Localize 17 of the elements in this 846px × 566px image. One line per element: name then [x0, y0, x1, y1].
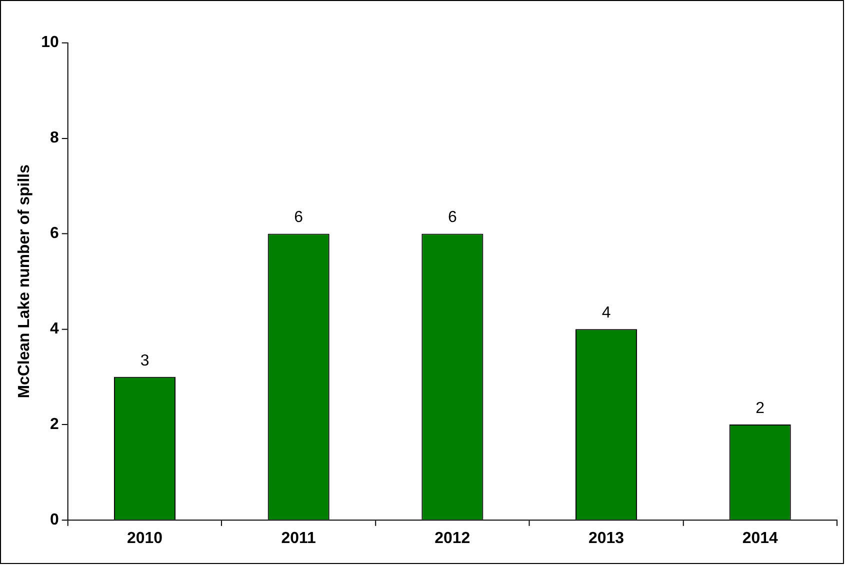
y-tick-label: 8 [50, 130, 59, 147]
y-axis-title: McClean Lake number of spills [16, 164, 33, 398]
x-tick-label: 2013 [588, 530, 624, 547]
y-tick-label: 2 [50, 416, 59, 433]
y-tick-label: 6 [50, 225, 59, 242]
data-label: 6 [448, 209, 457, 226]
data-label: 6 [294, 209, 304, 226]
x-tick-label: 2014 [742, 530, 778, 547]
x-tick-label: 2011 [281, 530, 316, 547]
data-label: 4 [602, 304, 611, 322]
y-tick-label: 4 [50, 320, 59, 338]
y-tick-label: 10 [41, 34, 59, 52]
x-tick-label: 2012 [434, 530, 470, 547]
y-tick-label: 0 [50, 511, 59, 528]
x-tick-label: 2010 [127, 530, 163, 547]
data-label: 3 [140, 352, 150, 370]
data-label: 2 [756, 400, 765, 417]
